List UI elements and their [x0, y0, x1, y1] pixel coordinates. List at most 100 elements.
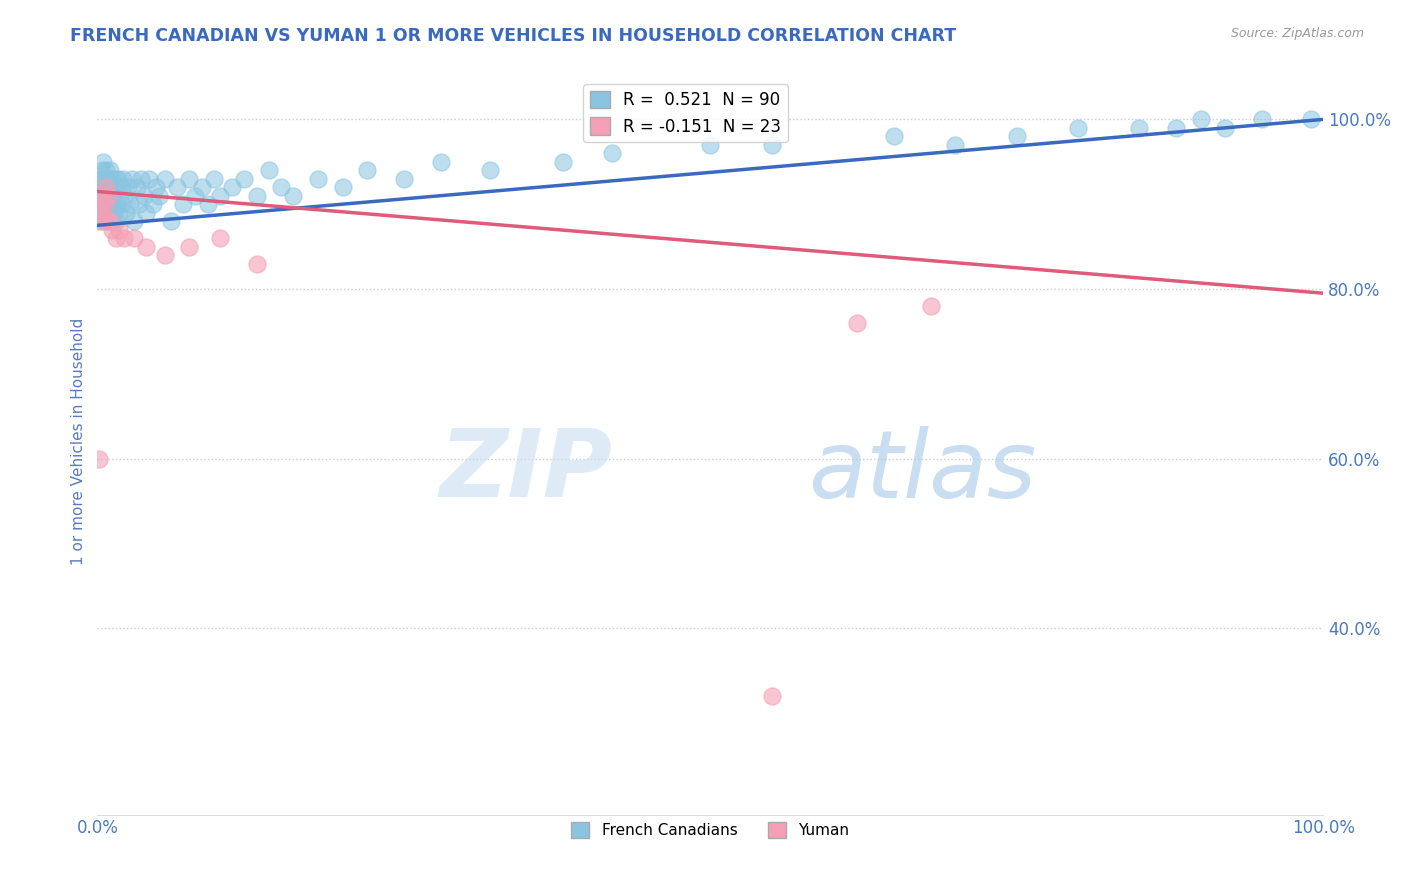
Point — [945, 137, 967, 152]
Point — [93, 180, 115, 194]
Text: ZIP: ZIP — [439, 425, 612, 517]
Point — [90, 214, 112, 228]
Point — [478, 163, 501, 178]
Point — [122, 214, 145, 228]
Point — [145, 180, 167, 194]
Text: Source: ZipAtlas.com: Source: ZipAtlas.com — [1230, 27, 1364, 40]
Y-axis label: 1 or more Vehicles in Household: 1 or more Vehicles in Household — [72, 318, 86, 566]
Point — [97, 188, 120, 202]
Point — [131, 171, 153, 186]
Point — [98, 188, 121, 202]
Point — [160, 214, 183, 228]
Point — [100, 171, 122, 186]
Point — [90, 197, 112, 211]
Point — [138, 171, 160, 186]
Point — [1299, 112, 1322, 127]
Point — [105, 197, 128, 211]
Point — [179, 239, 201, 253]
Point — [93, 154, 115, 169]
Point — [93, 171, 115, 186]
Point — [108, 205, 131, 219]
Point — [93, 214, 115, 228]
Point — [270, 180, 292, 194]
Point — [114, 205, 136, 219]
Point — [117, 180, 139, 194]
Point — [91, 163, 114, 178]
Point — [283, 188, 305, 202]
Point — [89, 180, 111, 194]
Point — [101, 180, 124, 194]
Point — [89, 214, 111, 228]
Point — [553, 154, 575, 169]
Point — [96, 214, 118, 228]
Point — [91, 180, 114, 194]
Point — [221, 180, 243, 194]
Point — [96, 171, 118, 186]
Point — [94, 180, 117, 194]
Point — [1164, 120, 1187, 135]
Point — [208, 231, 231, 245]
Point — [184, 188, 207, 202]
Point — [1067, 120, 1090, 135]
Point — [190, 180, 212, 194]
Point — [1128, 120, 1150, 135]
Point — [96, 197, 118, 211]
Point — [93, 197, 115, 211]
Point — [1213, 120, 1236, 135]
Point — [94, 205, 117, 219]
Point — [128, 197, 150, 211]
Point — [101, 222, 124, 236]
Point — [141, 197, 163, 211]
Point — [392, 171, 415, 186]
Point — [846, 316, 869, 330]
Point — [148, 188, 170, 202]
Point — [172, 197, 194, 211]
Point — [246, 188, 269, 202]
Point — [101, 214, 124, 228]
Point — [307, 171, 329, 186]
Point — [1189, 112, 1212, 127]
Point — [90, 171, 112, 186]
Point — [122, 231, 145, 245]
Point — [108, 222, 131, 236]
Point — [91, 205, 114, 219]
Point — [100, 197, 122, 211]
Point — [257, 163, 280, 178]
Point — [89, 197, 111, 211]
Point — [87, 205, 110, 219]
Point — [332, 180, 354, 194]
Point — [153, 248, 176, 262]
Point — [103, 205, 125, 219]
Point — [761, 689, 783, 703]
Point — [920, 299, 942, 313]
Point — [120, 197, 142, 211]
Point — [135, 239, 157, 253]
Point — [91, 205, 114, 219]
Point — [98, 163, 121, 178]
Point — [103, 171, 125, 186]
Point — [94, 188, 117, 202]
Point — [135, 205, 157, 219]
Legend: French Canadians, Yuman: French Canadians, Yuman — [565, 816, 856, 845]
Point — [98, 214, 121, 228]
Point — [87, 451, 110, 466]
Point — [112, 171, 135, 186]
Point — [90, 188, 112, 202]
Point — [1005, 129, 1028, 144]
Point — [1250, 112, 1272, 127]
Point — [883, 129, 905, 144]
Point — [107, 171, 129, 186]
Point — [208, 188, 231, 202]
Text: FRENCH CANADIAN VS YUMAN 1 OR MORE VEHICLES IN HOUSEHOLD CORRELATION CHART: FRENCH CANADIAN VS YUMAN 1 OR MORE VEHIC… — [70, 27, 956, 45]
Point — [125, 180, 148, 194]
Point — [121, 171, 143, 186]
Point — [98, 205, 121, 219]
Point — [132, 188, 155, 202]
Point — [600, 146, 623, 161]
Point — [166, 180, 188, 194]
Point — [246, 256, 269, 270]
Point — [202, 171, 225, 186]
Point — [112, 231, 135, 245]
Point — [197, 197, 219, 211]
Point — [104, 180, 127, 194]
